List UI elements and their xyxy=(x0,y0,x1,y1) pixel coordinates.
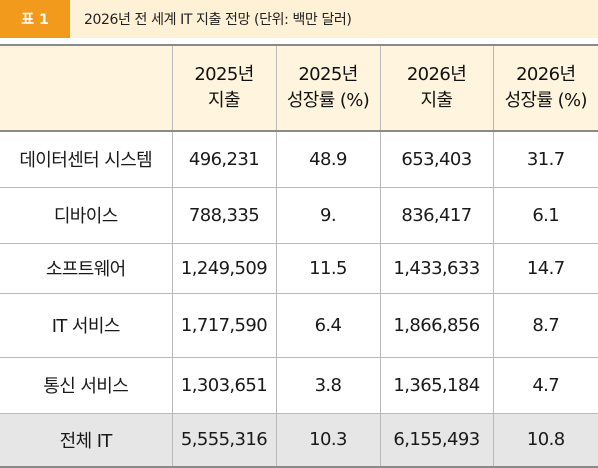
cell-2026-growth: 31.7 xyxy=(493,131,598,187)
row-category: 소프트웨어 xyxy=(0,243,172,293)
cell-2025-spending: 1,717,590 xyxy=(172,293,276,357)
table-row: 통신 서비스 1,303,651 3.8 1,365,184 4.7 xyxy=(0,357,598,413)
header-2026-spending: 2026년 지출 xyxy=(380,45,493,131)
header-category xyxy=(0,45,172,131)
header-row: 2025년 지출 2025년 성장률 (%) 2026년 지출 2026년 성장… xyxy=(0,45,598,131)
table-caption: 표 1 2026년 전 세계 IT 지출 전망 (단위: 백만 달러) xyxy=(0,0,598,38)
cell-2026-spending: 653,403 xyxy=(380,131,493,187)
row-category: 통신 서비스 xyxy=(0,357,172,413)
header-line: 2026년 xyxy=(494,62,598,88)
total-2025-spending: 5,555,316 xyxy=(172,413,276,467)
header-2025-growth: 2025년 성장률 (%) xyxy=(276,45,380,131)
cell-2026-growth: 14.7 xyxy=(493,243,598,293)
cell-2025-spending: 496,231 xyxy=(172,131,276,187)
cell-2026-spending: 1,866,856 xyxy=(380,293,493,357)
cell-2026-spending: 836,417 xyxy=(380,187,493,243)
table-number-badge: 표 1 xyxy=(0,0,70,38)
cell-2025-growth: 48.9 xyxy=(276,131,380,187)
header-line: 지출 xyxy=(381,88,493,114)
header-line: 2025년 xyxy=(277,62,380,88)
header-line: 성장률 (%) xyxy=(494,88,598,114)
row-category: 데이터센터 시스템 xyxy=(0,131,172,187)
cell-2026-growth: 6.1 xyxy=(493,187,598,243)
table-row: 소프트웨어 1,249,509 11.5 1,433,633 14.7 xyxy=(0,243,598,293)
table-row: IT 서비스 1,717,590 6.4 1,866,856 8.7 xyxy=(0,293,598,357)
cell-2026-growth: 4.7 xyxy=(493,357,598,413)
cell-2026-spending: 1,433,633 xyxy=(380,243,493,293)
cell-2025-spending: 788,335 xyxy=(172,187,276,243)
table-row: 데이터센터 시스템 496,231 48.9 653,403 31.7 xyxy=(0,131,598,187)
cell-2026-growth: 8.7 xyxy=(493,293,598,357)
cell-2025-growth: 11.5 xyxy=(276,243,380,293)
header-line: 2025년 xyxy=(173,62,276,88)
total-2026-growth: 10.8 xyxy=(493,413,598,467)
table-row: 디바이스 788,335 9. 836,417 6.1 xyxy=(0,187,598,243)
cell-2025-spending: 1,303,651 xyxy=(172,357,276,413)
cell-2025-growth: 3.8 xyxy=(276,357,380,413)
header-line: 지출 xyxy=(173,88,276,114)
cell-2025-spending: 1,249,509 xyxy=(172,243,276,293)
header-line: 2026년 xyxy=(381,62,493,88)
table-title: 2026년 전 세계 IT 지출 전망 (단위: 백만 달러) xyxy=(84,0,351,38)
total-label: 전체 IT xyxy=(0,413,172,467)
row-category: 디바이스 xyxy=(0,187,172,243)
total-row: 전체 IT 5,555,316 10.3 6,155,493 10.8 xyxy=(0,413,598,467)
cell-2026-spending: 1,365,184 xyxy=(380,357,493,413)
it-spending-table: 2025년 지출 2025년 성장률 (%) 2026년 지출 2026년 성장… xyxy=(0,44,598,468)
cell-2025-growth: 9. xyxy=(276,187,380,243)
header-line: 성장률 (%) xyxy=(277,88,380,114)
header-2026-growth: 2026년 성장률 (%) xyxy=(493,45,598,131)
header-2025-spending: 2025년 지출 xyxy=(172,45,276,131)
cell-2025-growth: 6.4 xyxy=(276,293,380,357)
total-2026-spending: 6,155,493 xyxy=(380,413,493,467)
row-category: IT 서비스 xyxy=(0,293,172,357)
total-2025-growth: 10.3 xyxy=(276,413,380,467)
